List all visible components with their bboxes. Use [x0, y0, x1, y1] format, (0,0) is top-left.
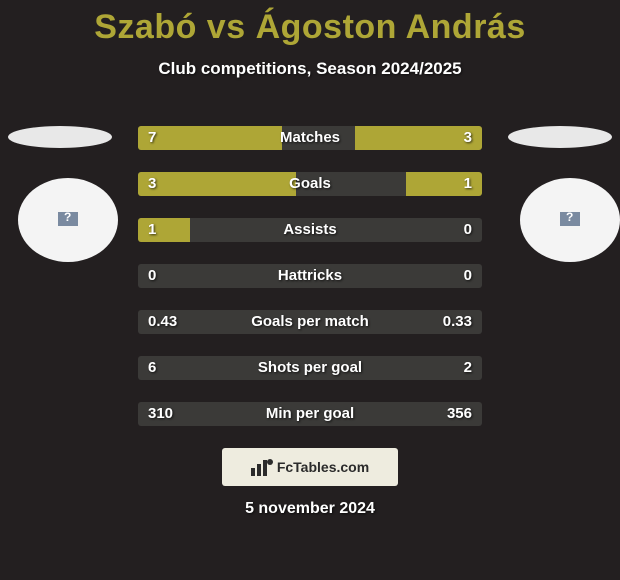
flag-unknown-icon: [58, 212, 78, 226]
comparison-row: 6 2Shots per goal: [138, 356, 482, 380]
row-label: Min per goal: [138, 402, 482, 426]
bars-icon: [251, 458, 273, 476]
page-title: Szabó vs Ágoston András: [0, 0, 620, 47]
brand-badge: FcTables.com: [222, 448, 398, 486]
value-left: 3: [148, 172, 156, 196]
row-label: Hattricks: [138, 264, 482, 288]
player-right-oval: [508, 126, 612, 148]
comparison-row: 310 356Min per goal: [138, 402, 482, 426]
value-left: 310: [148, 402, 173, 426]
bar-left: [138, 172, 296, 196]
value-left: 6: [148, 356, 156, 380]
value-right: 0: [464, 218, 472, 242]
footer-date: 5 november 2024: [0, 500, 620, 518]
player-left-oval: [8, 126, 112, 148]
value-right: 0.33: [443, 310, 472, 334]
comparison-rows: 73Matches31Goals10Assists00Hattricks0.43…: [138, 126, 482, 448]
bar-left: [138, 126, 282, 150]
row-label: Goals per match: [138, 310, 482, 334]
value-right: 3: [464, 126, 472, 150]
value-right: 0: [464, 264, 472, 288]
comparison-row: 1 0Assists: [138, 218, 482, 242]
row-label: Shots per goal: [138, 356, 482, 380]
value-left: 7: [148, 126, 156, 150]
row-label: Assists: [138, 218, 482, 242]
bar-left: [138, 218, 190, 242]
value-right: 1: [464, 172, 472, 196]
player-right-badge: [520, 178, 620, 262]
value-right: 2: [464, 356, 472, 380]
flag-unknown-icon: [560, 212, 580, 226]
value-left: 0: [148, 264, 156, 288]
brand-text: FcTables.com: [277, 459, 369, 475]
value-left: 0.43: [148, 310, 177, 334]
value-right: 356: [447, 402, 472, 426]
comparison-row: 0 0Hattricks: [138, 264, 482, 288]
page-subtitle: Club competitions, Season 2024/2025: [0, 59, 620, 79]
value-left: 1: [148, 218, 156, 242]
player-left-badge: [18, 178, 118, 262]
comparison-row: 31Goals: [138, 172, 482, 196]
comparison-row: 73Matches: [138, 126, 482, 150]
comparison-row: 0.43 0.33Goals per match: [138, 310, 482, 334]
